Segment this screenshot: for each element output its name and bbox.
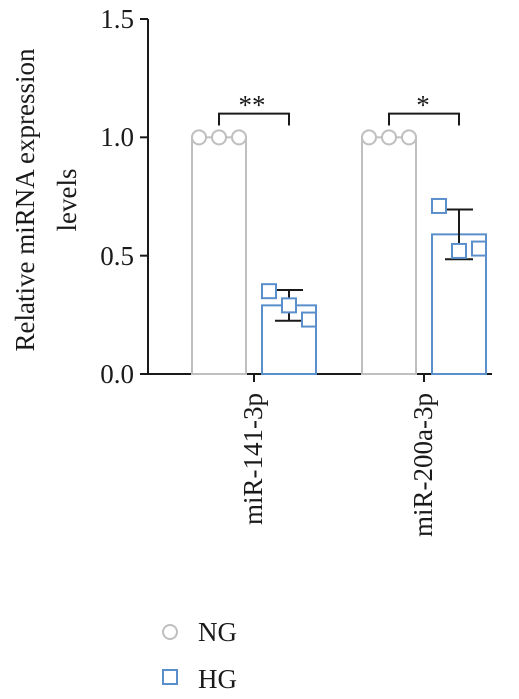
legend: NG HG: [162, 617, 237, 694]
data-point-ng: [361, 129, 377, 146]
y-tick-label: 1.0: [100, 122, 134, 152]
significance-bracket: [388, 112, 460, 126]
data-point-hg: [431, 197, 447, 214]
legend-ng-label: NG: [198, 617, 237, 647]
data-point-hg: [261, 283, 277, 300]
significance-bracket: [218, 112, 290, 126]
bar-ng: [361, 136, 417, 375]
data-point-ng: [231, 129, 247, 146]
plot-area: [140, 18, 492, 382]
data-point-ng: [381, 129, 397, 146]
y-axis-label-line-1: Relative miRNA expression: [10, 48, 40, 351]
legend-hg-marker: [162, 669, 178, 685]
x-category-label: miR-200a-3p: [408, 393, 438, 537]
data-point-hg: [301, 311, 317, 328]
y-tick-label: 0.5: [100, 241, 134, 271]
legend-ng-marker: [162, 624, 178, 640]
y-tick-label: 1.5: [100, 4, 134, 34]
y-axis-label-line-2: levels: [52, 169, 82, 232]
legend-hg-label: HG: [198, 664, 237, 694]
x-category-label: miR-141-3p: [238, 393, 268, 525]
significance-label: **: [239, 90, 266, 120]
data-point-ng: [191, 129, 207, 146]
data-point-hg: [281, 297, 297, 314]
data-point-ng: [401, 129, 417, 146]
bar-ng: [191, 136, 247, 375]
data-point-ng: [211, 129, 227, 146]
y-tick-label: 0.0: [100, 359, 134, 389]
data-point-hg: [451, 242, 467, 259]
data-point-hg: [471, 240, 487, 257]
significance-label: *: [416, 90, 430, 120]
